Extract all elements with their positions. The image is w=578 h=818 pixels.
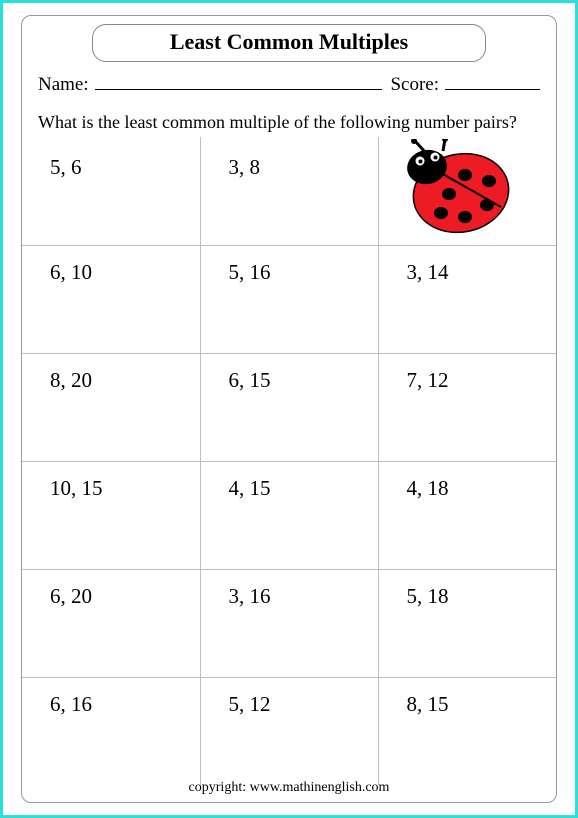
grid-row: 6, 20 3, 16 5, 18	[22, 569, 556, 677]
title-bar: Least Common Multiples	[92, 24, 486, 62]
problem-cell: 6, 15	[200, 353, 378, 461]
worksheet-frame: Least Common Multiples Name: Score: What…	[21, 15, 557, 803]
grid-row: 6, 10 5, 16 3, 14	[22, 245, 556, 353]
problems-grid: 5, 6 3, 8	[22, 137, 556, 785]
problem-cell: 5, 6	[22, 137, 200, 245]
problem-cell: 3, 14	[378, 245, 556, 353]
problem-cell: 6, 16	[22, 677, 200, 785]
question-text: What is the least common multiple of the…	[22, 102, 556, 137]
problem-cell: 4, 18	[378, 461, 556, 569]
problem-cell: 5, 12	[200, 677, 378, 785]
problem-cell: 8, 20	[22, 353, 200, 461]
ladybug-cell	[378, 137, 556, 245]
problem-cell: 10, 15	[22, 461, 200, 569]
score-input-line[interactable]	[445, 72, 540, 90]
copyright-text: copyright: www.mathinenglish.com	[22, 780, 556, 796]
ladybug-icon	[393, 139, 513, 235]
worksheet-title: Least Common Multiples	[170, 29, 408, 54]
problem-cell: 7, 12	[378, 353, 556, 461]
grid-row: 5, 6 3, 8	[22, 137, 556, 245]
problem-cell: 3, 8	[200, 137, 378, 245]
name-input-line[interactable]	[95, 72, 383, 90]
problem-cell: 5, 18	[378, 569, 556, 677]
score-label: Score:	[390, 74, 439, 96]
problem-cell: 6, 20	[22, 569, 200, 677]
grid-row: 10, 15 4, 15 4, 18	[22, 461, 556, 569]
problem-cell: 8, 15	[378, 677, 556, 785]
problem-cell: 6, 10	[22, 245, 200, 353]
problem-cell: 3, 16	[200, 569, 378, 677]
grid-row: 6, 16 5, 12 8, 15	[22, 677, 556, 785]
name-score-row: Name: Score:	[22, 62, 556, 102]
problem-cell: 5, 16	[200, 245, 378, 353]
problem-cell: 4, 15	[200, 461, 378, 569]
grid-row: 8, 20 6, 15 7, 12	[22, 353, 556, 461]
name-label: Name:	[38, 74, 89, 96]
